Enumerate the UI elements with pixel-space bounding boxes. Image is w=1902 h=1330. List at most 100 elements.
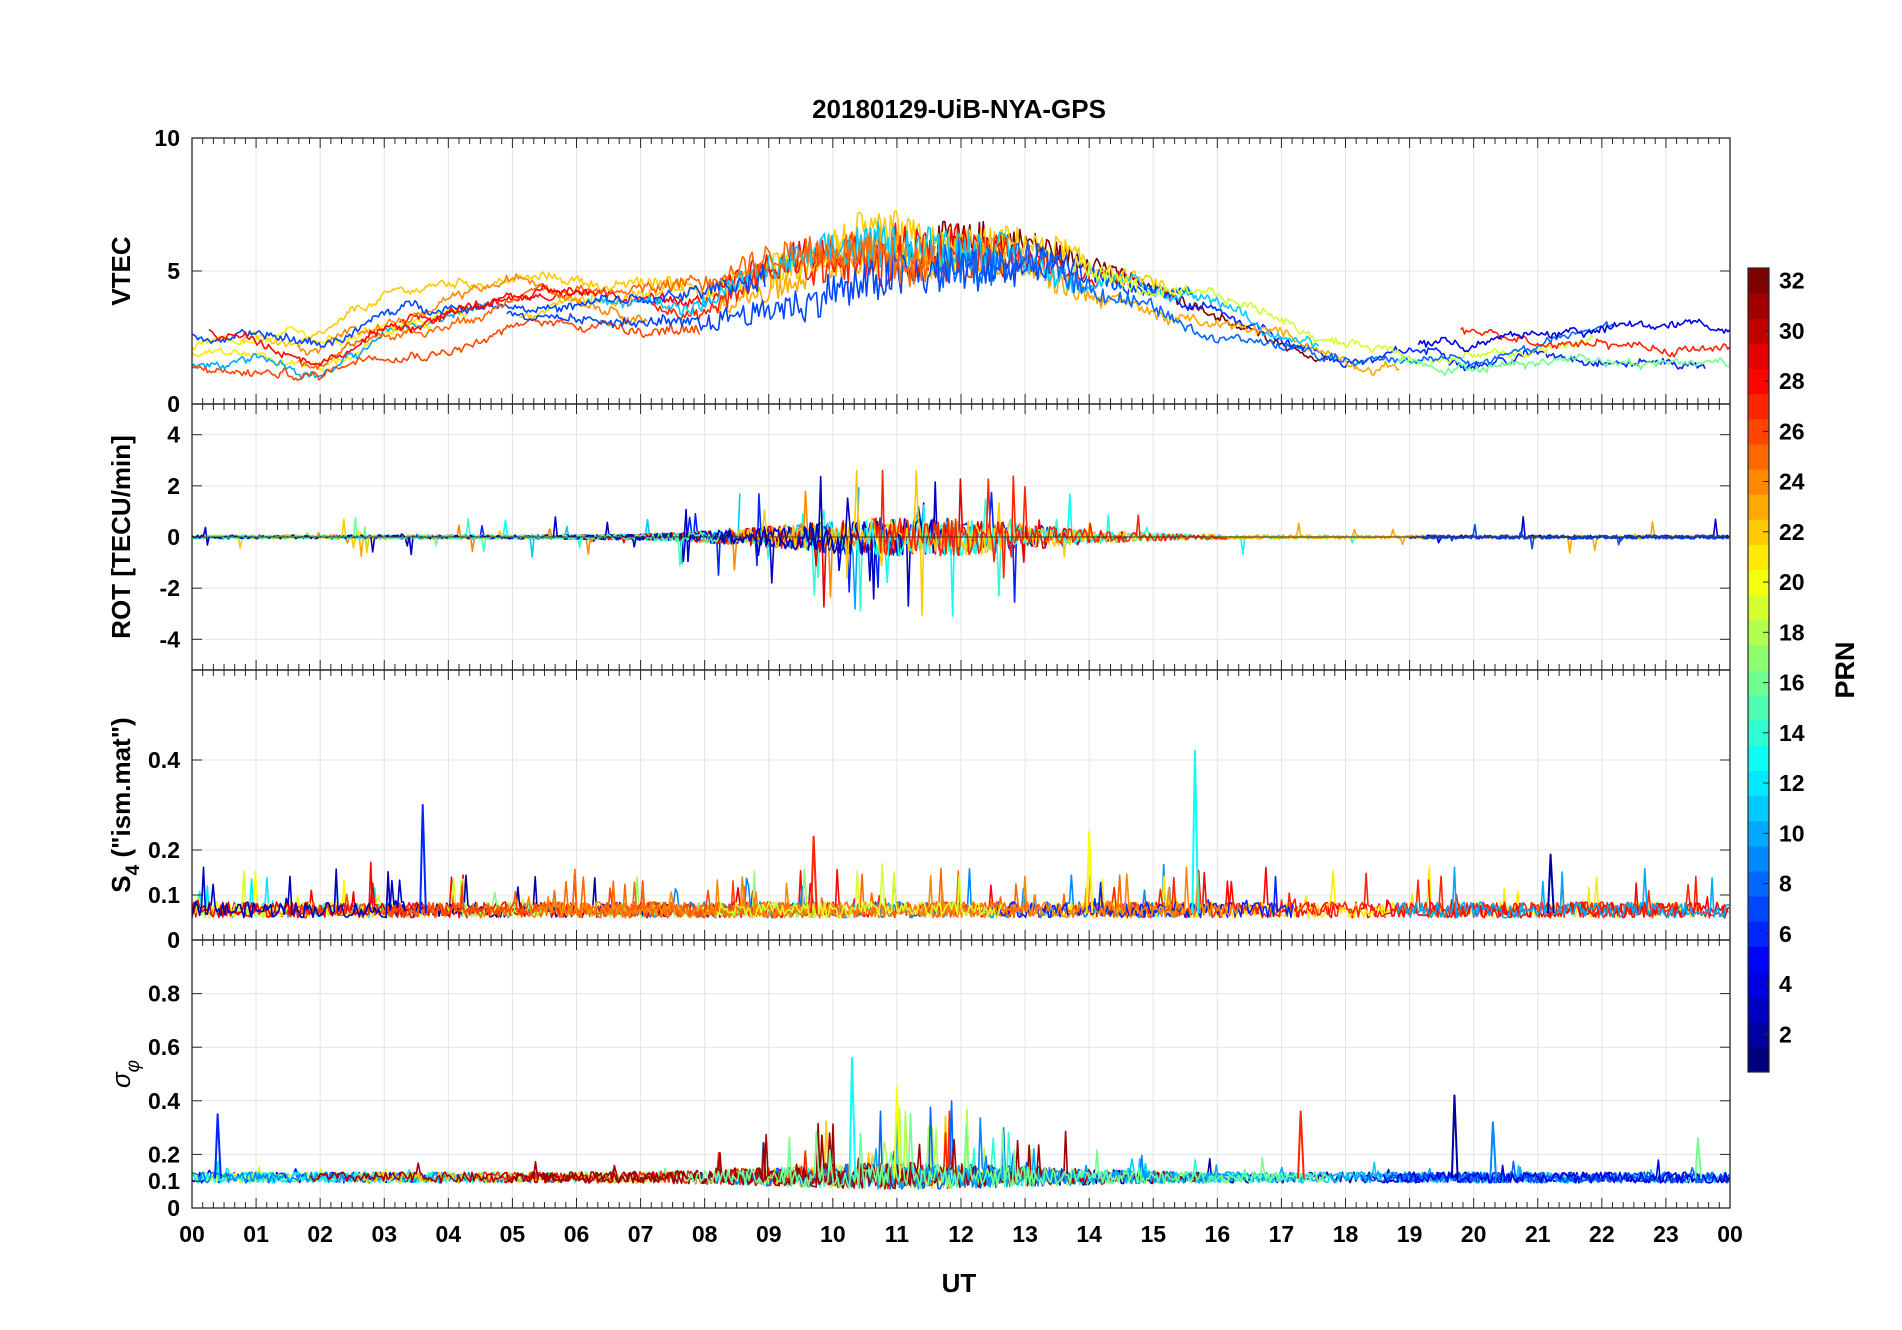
colorbar-segment	[1748, 519, 1769, 545]
y-tick-label: 0	[167, 391, 180, 417]
trace-prn-8	[938, 240, 1615, 367]
y-axis-label-sigma_phi: σφ	[106, 1060, 144, 1088]
colorbar-segment	[1748, 770, 1769, 797]
trace-prn-11	[587, 221, 1320, 349]
y-tick-label: -2	[160, 575, 180, 601]
colorbar-label: PRN	[1830, 641, 1860, 698]
trace-prn-4	[1417, 318, 1730, 353]
x-ticks-sigma_phi	[191, 940, 1731, 1208]
colorbar-segment	[1748, 820, 1769, 847]
spike-mark	[419, 804, 427, 914]
x-axis-label: UT	[942, 1268, 977, 1298]
y-tick-label: 10	[154, 125, 180, 151]
x-ticks-s4	[191, 670, 1731, 940]
colorbar-segment	[1748, 368, 1769, 395]
y-tick-label: 0.6	[148, 1034, 180, 1060]
trace-prn-27	[1460, 327, 1730, 358]
x-ticks-vtec	[191, 138, 1731, 404]
colorbar-segment	[1748, 670, 1769, 696]
x-tick-label: 05	[500, 1221, 526, 1247]
colorbar-tick-label: 30	[1779, 318, 1805, 344]
trace-prn-16	[1397, 353, 1730, 376]
spike-mark	[1694, 1137, 1703, 1179]
y-tick-label: 0.2	[148, 1141, 180, 1167]
trace-prn-26	[284, 879, 836, 919]
colorbar-tick-label: 12	[1779, 770, 1805, 796]
colorbar-tick-label: 2	[1779, 1021, 1792, 1047]
y-tick-label: 0	[167, 927, 180, 953]
x-tick-label: 16	[1205, 1221, 1231, 1247]
trace-prn-23	[715, 226, 1400, 376]
colorbar-tick-label: 18	[1779, 619, 1805, 645]
colorbar-segment	[1748, 494, 1769, 520]
colorbar-segment	[1748, 745, 1769, 771]
colorbar-tick-label: 26	[1779, 418, 1805, 444]
colorbar-segment	[1748, 569, 1769, 596]
x-tick-label: 12	[948, 1221, 974, 1247]
spike-mark	[1191, 750, 1200, 914]
y-tick-label: 0.1	[148, 1168, 180, 1194]
x-tick-label: 14	[1076, 1221, 1102, 1247]
colorbar-segment	[1748, 544, 1769, 570]
colorbar-segment	[1748, 594, 1769, 621]
trace-prn-24	[526, 866, 1240, 919]
y-tick-label: 5	[167, 258, 180, 284]
x-tick-label: 02	[307, 1221, 333, 1247]
colorbar-tick-label: 14	[1779, 720, 1805, 746]
colorbar-tick-label: 16	[1779, 670, 1805, 696]
trace-prn-3	[192, 866, 407, 919]
colorbar-segment	[1748, 695, 1769, 721]
y-tick-label: 0.8	[148, 981, 180, 1007]
colorbar-segment	[1748, 871, 1769, 897]
colorbar-segment	[1748, 845, 1769, 872]
trace-prn-26	[192, 317, 701, 382]
trace-prn-7	[1422, 531, 1729, 550]
x-tick-label: 03	[371, 1221, 397, 1247]
x-tick-label: 06	[564, 1221, 590, 1247]
y-tick-label: 0.1	[148, 882, 180, 908]
colorbar-segment	[1748, 268, 1769, 294]
x-tick-label: 08	[692, 1221, 718, 1247]
colorbar-tick-label: 6	[1779, 921, 1792, 947]
trace-prn-3	[192, 475, 853, 563]
trace-prn-27	[872, 469, 1228, 579]
colorbar-segment	[1748, 644, 1769, 671]
trace-prn-27	[475, 1110, 962, 1190]
colorbar-segment	[1748, 318, 1769, 344]
colorbar-segment	[1748, 921, 1769, 947]
x-tick-label: 07	[628, 1221, 654, 1247]
x-tick-label: 21	[1525, 1221, 1551, 1247]
colorbar-tick-label: 28	[1779, 368, 1805, 394]
y-tick-label: 0.2	[148, 837, 180, 863]
colorbar-tick-label: 4	[1779, 971, 1792, 997]
colorbar-tick-label: 20	[1779, 569, 1805, 595]
trace-prn-19	[1072, 255, 1594, 365]
y-tick-label: 2	[167, 473, 180, 499]
colorbar-segment	[1748, 795, 1769, 822]
x-tick-label: 17	[1269, 1221, 1295, 1247]
colorbar-segment	[1748, 469, 1769, 495]
traces-sigma_phi	[192, 1056, 1730, 1190]
x-tick-label: 10	[820, 1221, 846, 1247]
spike-mark	[848, 1056, 857, 1179]
trace-prn-21	[192, 308, 468, 351]
colorbar-tick-label: 8	[1779, 871, 1792, 897]
colorbar-segment	[1748, 1046, 1769, 1073]
colorbar-segment	[1748, 720, 1769, 746]
traces-s4	[192, 750, 1730, 919]
colorbar-segment	[1748, 443, 1769, 470]
y-axis-label-vtec: VTEC	[106, 236, 136, 306]
x-tick-label: 23	[1653, 1221, 1679, 1247]
colorbar-segment	[1748, 619, 1769, 646]
x-tick-label: 20	[1461, 1221, 1487, 1247]
x-tick-label: 09	[756, 1221, 782, 1247]
x-tick-label: 00	[1717, 1221, 1743, 1247]
colorbar-tick-label: 24	[1779, 469, 1805, 495]
panel-s4: 0 0.1 0.2 0.4S4 ("ism.mat")	[106, 669, 1731, 953]
spike-mark	[1450, 1094, 1459, 1179]
colorbar-segment	[1748, 1021, 1769, 1048]
spike-mark	[810, 835, 818, 914]
traces-rot	[192, 469, 1730, 617]
panel-vtec: 0 5 10 VTEC	[106, 125, 1731, 417]
